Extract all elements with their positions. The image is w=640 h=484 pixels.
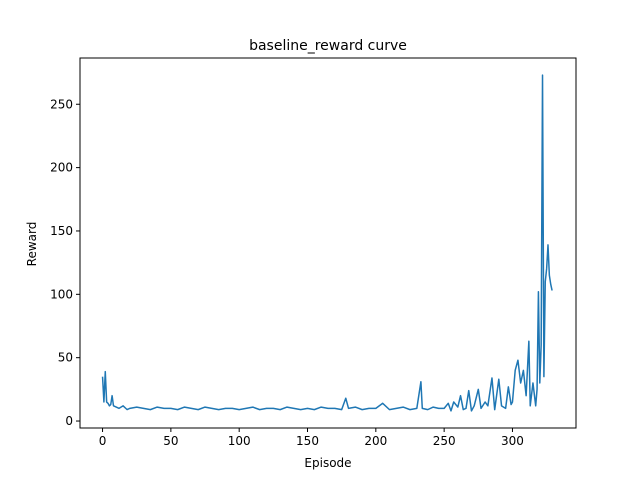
x-tick-label: 250: [433, 434, 456, 448]
plot-frame: [79, 57, 577, 429]
y-tick-label: 100: [50, 287, 73, 301]
x-tick-label: 100: [228, 434, 251, 448]
x-tick-label: 150: [296, 434, 319, 448]
line: [101, 74, 553, 412]
y-tick-label: 0: [65, 414, 73, 428]
y-tick-label: 150: [50, 224, 73, 238]
y-tick-label: 200: [50, 161, 73, 175]
y-tick-label: 250: [50, 97, 73, 111]
x-tick-label: 50: [163, 434, 178, 448]
chart-title: baseline_reward curve: [249, 38, 407, 54]
y-tick-label: 50: [58, 351, 73, 365]
x-tick-label: 200: [364, 434, 387, 448]
x-tick-label: 0: [99, 434, 107, 448]
x-tick-label: 300: [501, 434, 524, 448]
y-axis-label: Reward: [25, 222, 39, 267]
x-axis-label: Episode: [304, 456, 351, 470]
